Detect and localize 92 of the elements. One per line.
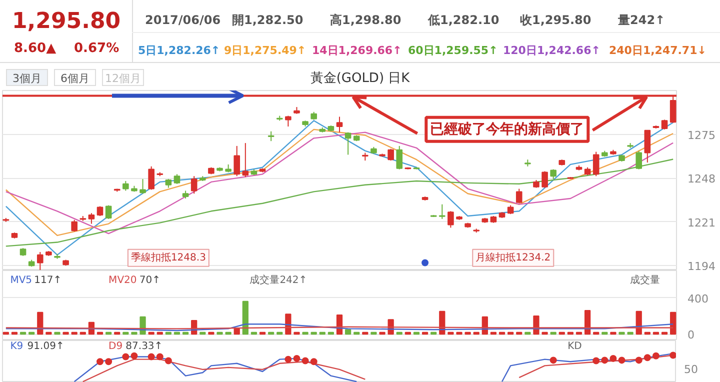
y-tick-label: 1275 <box>688 128 716 142</box>
text: K9 <box>10 341 24 352</box>
candlestick <box>71 219 78 232</box>
candlestick <box>96 206 104 217</box>
y-tick-label: 1194 <box>688 260 716 274</box>
candlestick <box>644 130 651 163</box>
candlestick <box>388 148 394 162</box>
text: 14日1,269.66↑ <box>312 43 402 59</box>
candlestick <box>105 204 112 220</box>
candlestick <box>550 168 556 180</box>
candlestick <box>438 204 446 220</box>
text: 12個月 <box>102 69 144 86</box>
y-tick-label: 1221 <box>688 216 716 230</box>
annotation: 已經破了今年的新高價了 <box>430 120 584 138</box>
annotation: 季線扣抵1248.3 <box>130 251 206 264</box>
point <box>670 352 676 359</box>
candlestick <box>122 180 129 192</box>
text: 9日1,275.49↑ <box>224 43 306 59</box>
point <box>601 356 608 364</box>
candlestick <box>242 142 249 178</box>
text: 3個月 <box>6 69 48 86</box>
text: 2017/06/06 <box>145 12 221 29</box>
text: 低1,282.10 <box>428 12 500 29</box>
candlestick <box>234 145 240 177</box>
text: 91.09↑ <box>27 341 64 352</box>
point <box>592 357 600 364</box>
bar <box>242 300 248 335</box>
text: MV20 <box>108 275 137 286</box>
candlestick <box>592 151 600 177</box>
text: MV5 <box>10 275 32 286</box>
point <box>293 354 300 362</box>
candlestick <box>448 210 454 228</box>
point <box>156 353 164 360</box>
candlestick <box>336 116 343 133</box>
bar <box>344 329 352 335</box>
candlestick <box>88 212 95 224</box>
text: 240日1,247.71↓ <box>609 43 706 59</box>
text: 6個月 <box>54 69 96 86</box>
candlestick <box>636 150 642 170</box>
text: 開1,282.50 <box>232 12 304 29</box>
point <box>130 352 138 360</box>
annotation: 月線扣抵1234.2 <box>476 251 551 264</box>
line-series <box>5 158 674 247</box>
line-series <box>5 324 674 332</box>
candlestick <box>140 178 146 194</box>
text: 5日1,282.26↑ <box>138 43 220 59</box>
annotation: 70↑ <box>139 275 160 286</box>
point <box>122 353 130 360</box>
candlestick <box>285 115 292 127</box>
candlestick <box>661 119 668 130</box>
text: 120日1,242.66↑ <box>503 43 600 59</box>
point <box>618 356 626 364</box>
annotation: 成交量 <box>630 274 660 286</box>
point <box>550 356 557 364</box>
point <box>164 357 172 364</box>
text: 1,295.80 <box>12 8 121 36</box>
candlestick <box>190 176 198 194</box>
point <box>644 354 651 362</box>
candlestick <box>268 130 274 142</box>
annotation: 成交量242↑ <box>250 274 308 286</box>
point <box>610 354 617 362</box>
series-label: D9 <box>108 341 123 352</box>
bar <box>670 312 676 335</box>
point <box>96 358 104 366</box>
annotation: 117↑ <box>34 275 62 286</box>
text: 收1,295.80 <box>520 12 592 29</box>
text: 87.33↑ <box>126 341 163 352</box>
point <box>302 357 309 364</box>
candlestick <box>396 145 403 170</box>
text: 8.60▲ <box>14 40 56 58</box>
point <box>635 356 642 364</box>
candlestick <box>516 188 522 204</box>
point <box>105 358 112 366</box>
text: 0.67% <box>74 40 120 58</box>
text: 量242↑ <box>618 12 666 29</box>
point <box>652 352 660 360</box>
y-tick-label: 1248 <box>688 172 716 186</box>
text: 60日1,259.55↑ <box>408 43 498 59</box>
point <box>148 353 155 360</box>
candlestick <box>542 170 548 188</box>
candlestick <box>344 132 352 156</box>
point <box>284 356 292 363</box>
candlestick <box>148 166 154 190</box>
bar <box>234 328 240 335</box>
candlestick <box>174 174 180 184</box>
text: 高1,298.80 <box>330 12 402 29</box>
y-tick-label: 400 <box>688 292 708 306</box>
text: 50 <box>684 362 698 378</box>
point <box>310 358 318 366</box>
y-tick-label: 0 <box>688 328 694 342</box>
text: KD <box>568 341 582 352</box>
chart-title: 黃金(GOLD) 日K <box>310 71 410 86</box>
